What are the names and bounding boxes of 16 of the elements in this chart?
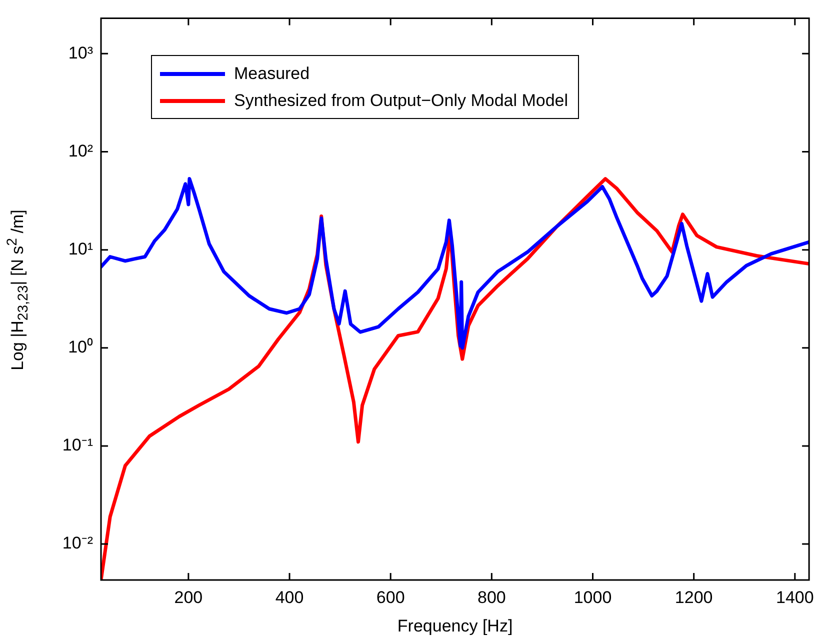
legend-label: Measured xyxy=(234,64,310,84)
y-tick-label: 10⁻¹ xyxy=(62,436,94,455)
x-tick-label: 800 xyxy=(477,588,506,607)
y-tick-label: 10³ xyxy=(68,43,94,62)
x-tick-label: 1200 xyxy=(674,588,713,607)
y-tick-label: 10¹ xyxy=(68,240,94,259)
legend-label: Synthesized from Output−Only Modal Model xyxy=(234,90,568,111)
y-tick-label: 10² xyxy=(68,141,94,160)
y-tick-label: 10⁻² xyxy=(62,534,94,553)
x-tick-label: 1400 xyxy=(776,588,814,607)
x-tick-label: 400 xyxy=(275,588,304,607)
x-axis-title: Frequency [Hz] xyxy=(397,616,513,636)
x-tick-label: 200 xyxy=(174,588,203,607)
x-tick-label: 1000 xyxy=(574,588,612,607)
y-tick-label: 10⁰ xyxy=(68,338,93,357)
x-tick-label: 600 xyxy=(376,588,405,607)
